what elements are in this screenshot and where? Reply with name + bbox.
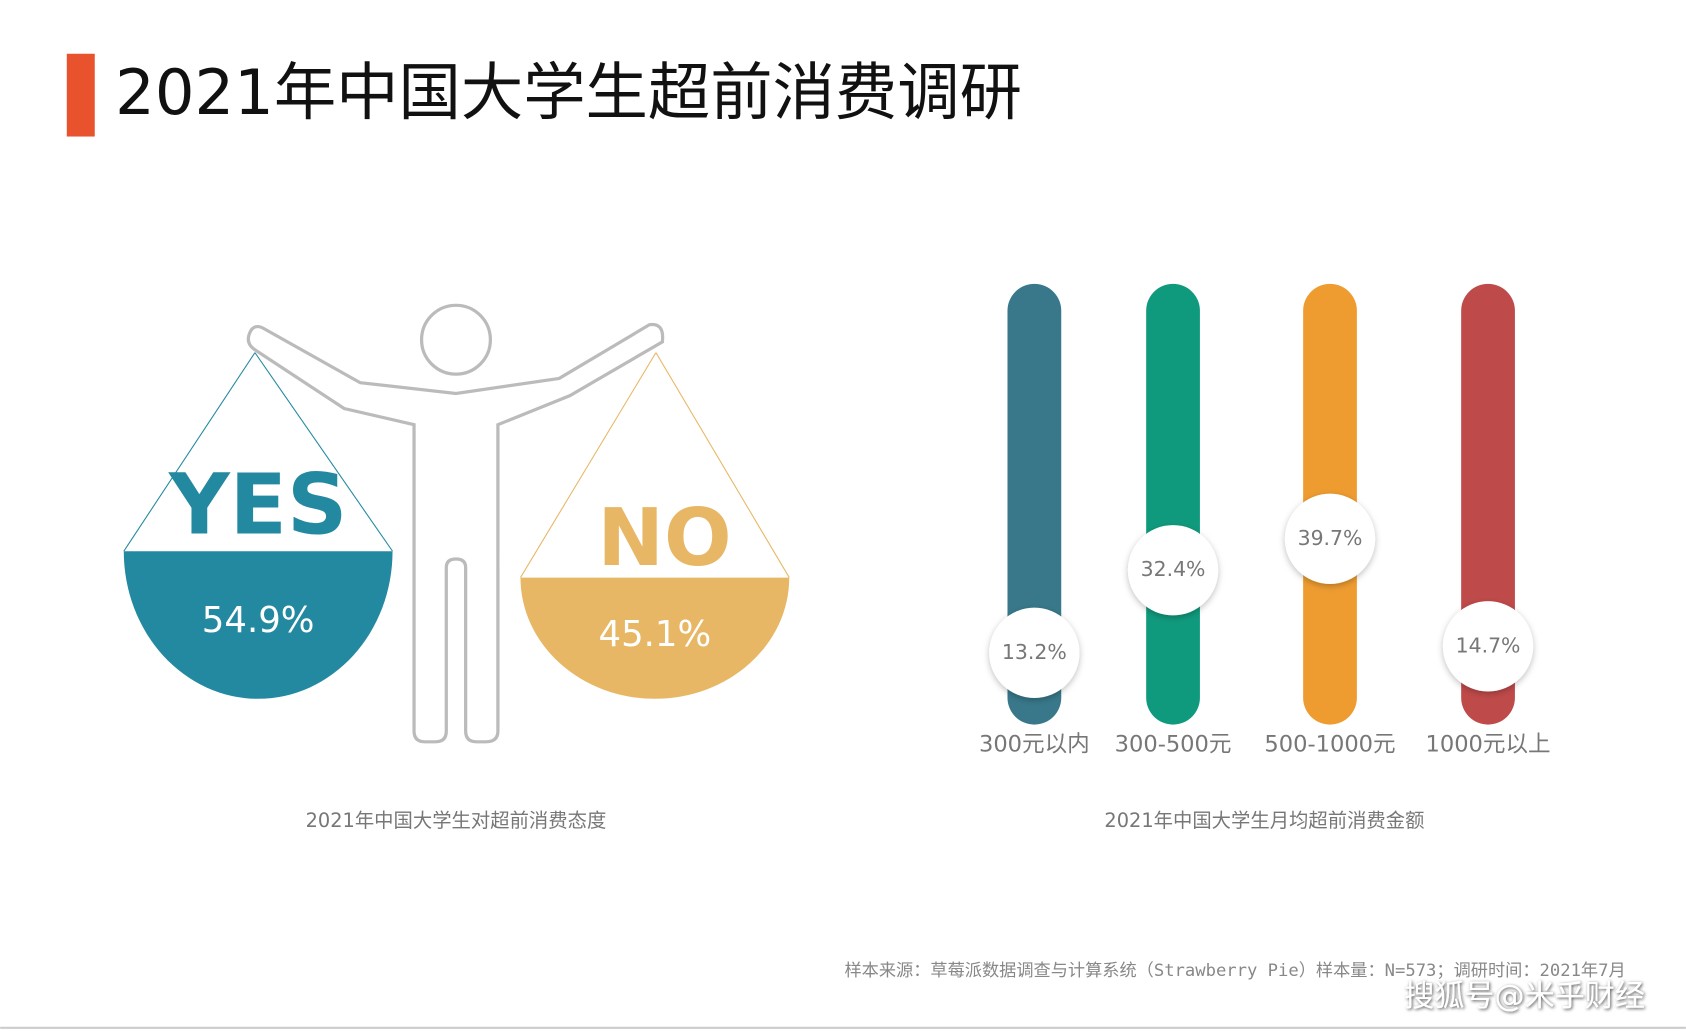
string — [520, 352, 657, 578]
chart-title: 2021年中国大学生月均超前消费金额 — [1104, 809, 1424, 832]
watermark: 搜狐号@米乎财经 — [1404, 979, 1645, 1014]
source-note: 样本来源：草莓派数据调查与计算系统（Strawberry Pie）样本量：N=5… — [844, 961, 1625, 981]
value-marker — [1127, 525, 1219, 616]
value-label: 39.7% — [1298, 526, 1363, 550]
value-label: 45.1% — [599, 614, 712, 655]
title-accent — [66, 53, 95, 137]
pan — [520, 577, 790, 699]
value-label: 13.2% — [1002, 640, 1067, 664]
value-marker — [989, 607, 1080, 698]
chart-title: 2021年中国大学生对超前消费态度 — [306, 809, 607, 832]
category-label: 300-500元 — [1115, 732, 1232, 758]
category-label: YES — [168, 456, 347, 554]
category-label: 1000元以上 — [1425, 732, 1550, 758]
string — [655, 352, 790, 578]
category-label: 300元以内 — [979, 732, 1090, 758]
page-title: 2021年中国大学生超前消费调研 — [115, 56, 1022, 129]
track — [1146, 283, 1200, 725]
category-label: 500-1000元 — [1264, 732, 1395, 758]
value-label: 54.9% — [202, 600, 315, 641]
category-label: NO — [597, 491, 731, 584]
string — [254, 352, 393, 552]
pan — [123, 551, 393, 699]
string — [123, 352, 256, 552]
value-marker — [1284, 493, 1376, 584]
value-marker — [1442, 601, 1534, 692]
value-label: 14.7% — [1456, 633, 1521, 657]
value-label: 32.4% — [1141, 557, 1206, 581]
figure-body — [246, 322, 665, 744]
figure-head — [419, 303, 492, 376]
